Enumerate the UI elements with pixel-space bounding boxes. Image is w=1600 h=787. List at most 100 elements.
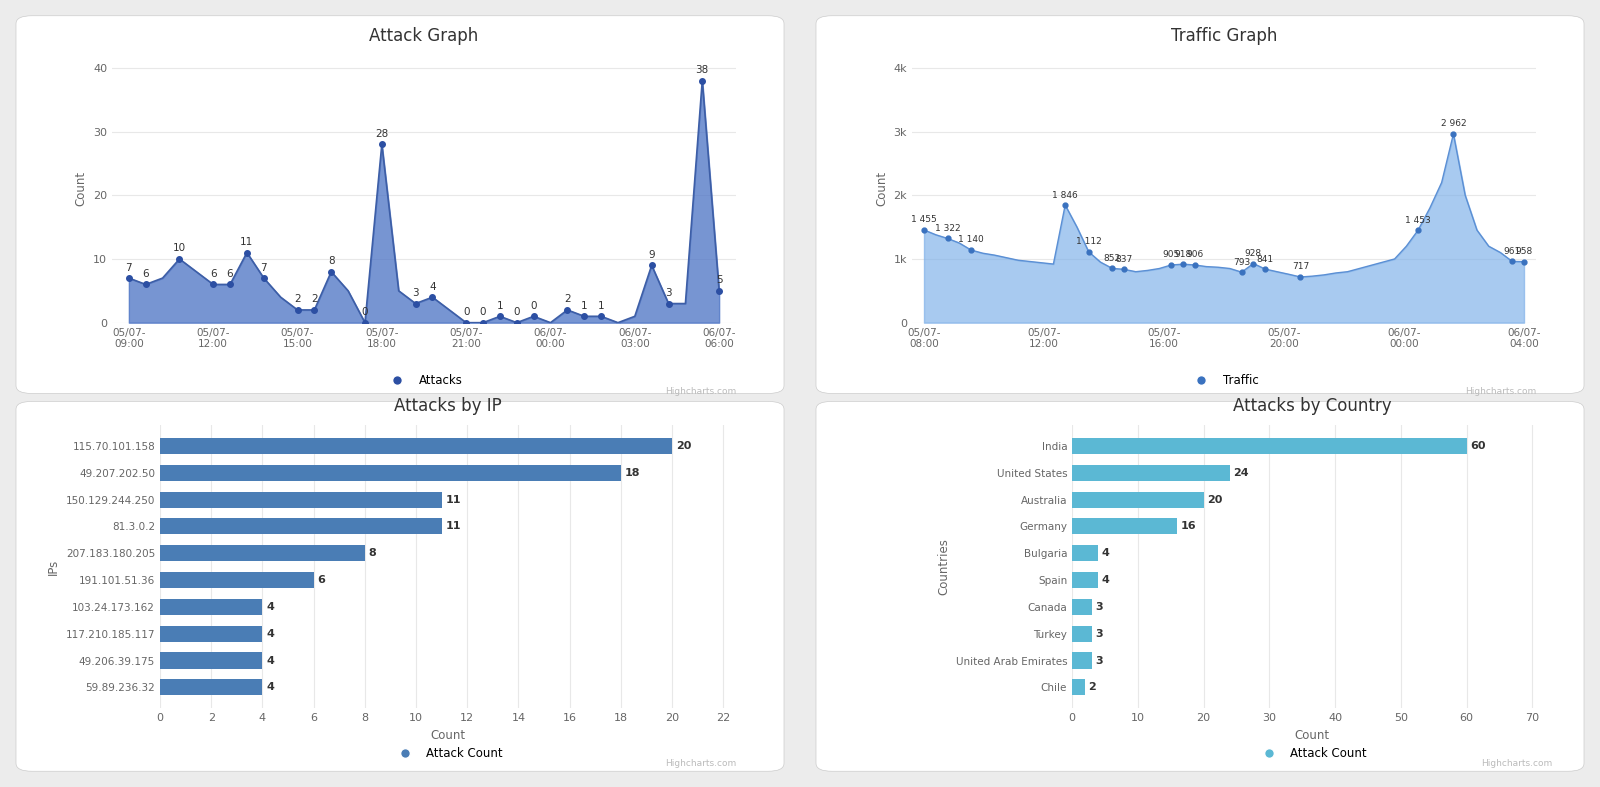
- Bar: [1072, 438, 1467, 454]
- Legend: Traffic: Traffic: [1186, 369, 1262, 392]
- Y-axis label: Count: Count: [875, 172, 888, 206]
- Bar: [160, 545, 365, 561]
- Text: 16: 16: [1181, 522, 1197, 531]
- Text: 0: 0: [480, 307, 486, 317]
- Text: 1 140: 1 140: [958, 235, 984, 245]
- Bar: [1072, 599, 1091, 615]
- Text: Highcharts.com: Highcharts.com: [1480, 759, 1552, 768]
- Text: 18: 18: [624, 467, 640, 478]
- Text: 24: 24: [1234, 467, 1248, 478]
- Text: 7: 7: [261, 263, 267, 272]
- Text: 2 962: 2 962: [1440, 120, 1466, 128]
- Text: 4: 4: [429, 282, 435, 292]
- Bar: [160, 652, 262, 669]
- Text: 1 453: 1 453: [1405, 216, 1430, 224]
- Text: 2: 2: [294, 294, 301, 305]
- Text: 4: 4: [266, 682, 274, 693]
- Text: Highcharts.com: Highcharts.com: [1464, 387, 1536, 396]
- Text: 717: 717: [1291, 262, 1309, 272]
- Text: 852: 852: [1104, 254, 1120, 263]
- Text: 3: 3: [1094, 656, 1102, 666]
- Text: 2: 2: [565, 294, 571, 305]
- Legend: Attacks: Attacks: [381, 369, 467, 392]
- Bar: [160, 626, 262, 641]
- Y-axis label: Countries: Countries: [938, 538, 950, 595]
- Text: 28: 28: [376, 129, 389, 139]
- Text: 841: 841: [1256, 254, 1274, 264]
- Bar: [160, 519, 442, 534]
- Title: Traffic Graph: Traffic Graph: [1171, 28, 1277, 45]
- Text: 5: 5: [715, 275, 723, 285]
- Bar: [1072, 572, 1098, 588]
- Y-axis label: IPs: IPs: [46, 559, 61, 575]
- Text: 6: 6: [142, 269, 149, 279]
- X-axis label: Count: Count: [430, 729, 466, 741]
- Bar: [1072, 545, 1098, 561]
- Text: 4: 4: [1101, 575, 1109, 585]
- Text: 9: 9: [648, 249, 654, 260]
- Text: 0: 0: [362, 307, 368, 317]
- Text: 20: 20: [1206, 494, 1222, 504]
- Text: 6: 6: [227, 269, 234, 279]
- Bar: [160, 464, 621, 481]
- Text: 3: 3: [1094, 629, 1102, 639]
- Title: Attack Graph: Attack Graph: [370, 28, 478, 45]
- Text: 918: 918: [1174, 249, 1192, 259]
- Text: 0: 0: [514, 307, 520, 317]
- Text: 928: 928: [1245, 249, 1262, 258]
- Text: 4: 4: [266, 602, 274, 611]
- Text: 38: 38: [696, 65, 709, 75]
- Text: 0: 0: [462, 307, 469, 317]
- Text: 2: 2: [1088, 682, 1096, 693]
- Text: 906: 906: [1186, 250, 1203, 260]
- Bar: [160, 438, 672, 454]
- Title: Attacks by Country: Attacks by Country: [1232, 397, 1392, 415]
- Text: 7: 7: [125, 263, 133, 272]
- Text: 60: 60: [1470, 441, 1485, 451]
- Text: 961: 961: [1504, 247, 1522, 256]
- Text: Highcharts.com: Highcharts.com: [664, 759, 736, 768]
- X-axis label: Count: Count: [1294, 729, 1330, 741]
- Text: 837: 837: [1115, 255, 1133, 264]
- Bar: [160, 679, 262, 696]
- Text: 11: 11: [240, 237, 253, 247]
- Bar: [160, 599, 262, 615]
- Text: 1: 1: [598, 301, 605, 311]
- Text: 1: 1: [496, 301, 504, 311]
- Text: 3: 3: [413, 288, 419, 298]
- Bar: [160, 572, 314, 588]
- Text: 793: 793: [1234, 257, 1250, 267]
- Text: 958: 958: [1515, 247, 1533, 256]
- Text: 4: 4: [1101, 549, 1109, 558]
- Text: 4: 4: [266, 656, 274, 666]
- Legend: Attack Count: Attack Count: [1253, 742, 1371, 765]
- Text: 1 322: 1 322: [934, 224, 960, 233]
- Text: 2: 2: [310, 294, 318, 305]
- Text: 1 112: 1 112: [1075, 237, 1101, 246]
- Text: 1 846: 1 846: [1053, 190, 1078, 200]
- Text: 20: 20: [675, 441, 691, 451]
- Bar: [1072, 626, 1091, 641]
- Text: 1: 1: [581, 301, 587, 311]
- Bar: [160, 492, 442, 508]
- Text: 1 455: 1 455: [910, 216, 938, 224]
- Text: 11: 11: [445, 494, 461, 504]
- Text: 905: 905: [1163, 250, 1179, 260]
- Text: 6: 6: [317, 575, 325, 585]
- Text: 4: 4: [266, 629, 274, 639]
- Bar: [1072, 519, 1178, 534]
- Text: 11: 11: [445, 522, 461, 531]
- Y-axis label: Count: Count: [75, 172, 88, 206]
- Bar: [1072, 679, 1085, 696]
- Text: 3: 3: [666, 288, 672, 298]
- Text: 0: 0: [530, 301, 538, 311]
- Bar: [1072, 492, 1203, 508]
- Bar: [1072, 464, 1230, 481]
- Title: Attacks by IP: Attacks by IP: [394, 397, 502, 415]
- Text: 8: 8: [328, 256, 334, 266]
- Text: 3: 3: [1094, 602, 1102, 611]
- Text: 10: 10: [173, 243, 186, 253]
- Text: 6: 6: [210, 269, 216, 279]
- Bar: [1072, 652, 1091, 669]
- Text: Highcharts.com: Highcharts.com: [664, 387, 736, 396]
